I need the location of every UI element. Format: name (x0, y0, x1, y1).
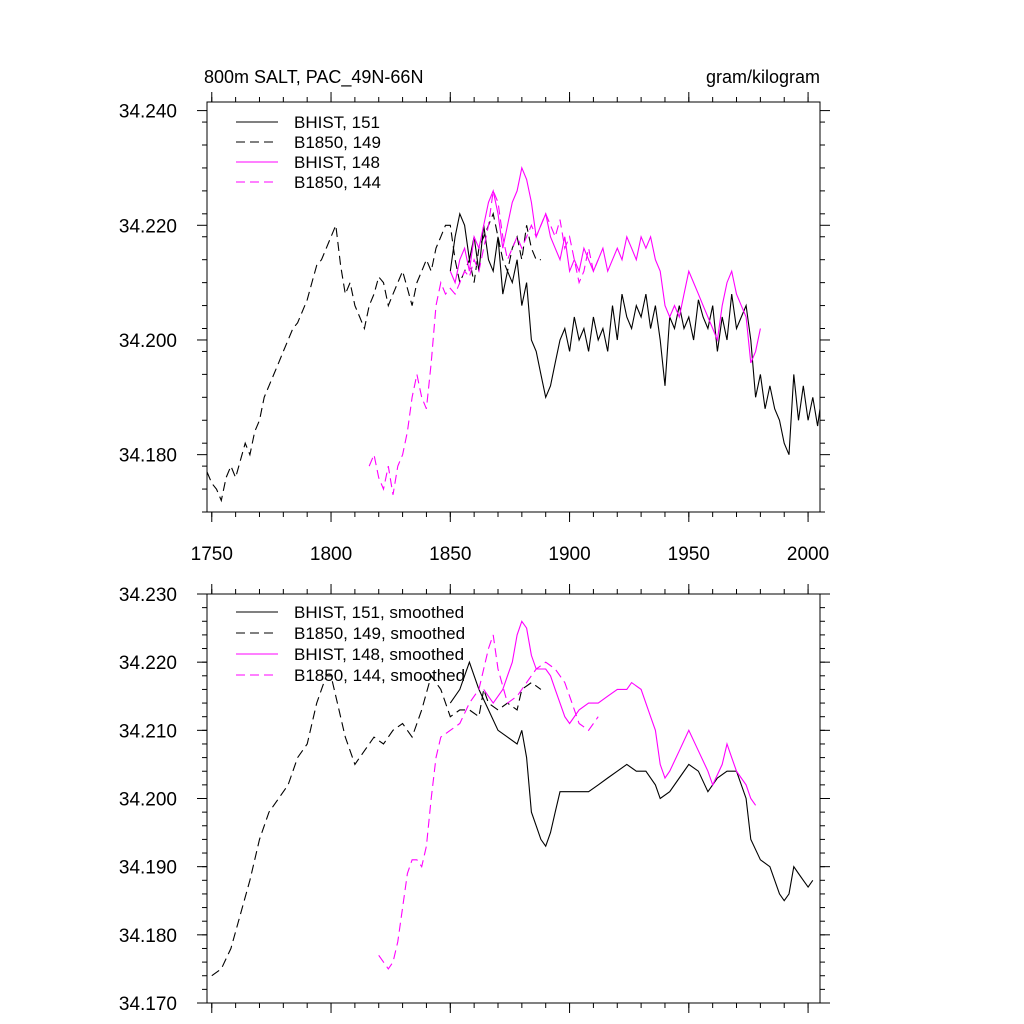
chart-title: 800m SALT, PAC_49N-66N (204, 67, 423, 88)
x-tick-label: 1750 (191, 544, 233, 565)
x-tick-label: 1950 (668, 544, 710, 565)
series-line-1 (449, 660, 814, 902)
series-line-3 (483, 620, 757, 806)
y-tick-label: 34.180 (119, 446, 177, 467)
x-tick-label: 1800 (310, 544, 352, 565)
legend-label: B1850, 144, smoothed (294, 666, 465, 685)
series-group (211, 620, 814, 977)
y-tick-label: 34.240 (119, 102, 177, 123)
series-line-2 (211, 674, 542, 977)
legend-label: BHIST, 148, smoothed (294, 645, 464, 664)
legend-label: B1850, 149 (294, 133, 381, 152)
top-panel: 34.180 34.200 34.220 34.240 1750 1800 1850 1900… (119, 92, 830, 565)
y-tick-label: 34.190 (119, 858, 177, 879)
legend-label: B1850, 144 (294, 173, 381, 192)
series-line-4 (368, 188, 599, 495)
y-tick-label: 34.180 (119, 926, 177, 947)
plot-frame (206, 101, 821, 513)
y-tick-label: 34.230 (119, 585, 177, 606)
y-tick-label: 34.200 (119, 331, 177, 352)
series-line-2 (207, 211, 541, 503)
y-tick-label: 34.220 (119, 216, 177, 237)
series-line-1 (449, 211, 820, 455)
legend-label: BHIST, 148 (294, 153, 380, 172)
x-tick-label: 1850 (429, 544, 471, 565)
x-tick-label: 2000 (787, 544, 829, 565)
y-tick-label: 34.220 (119, 653, 177, 674)
legend-label: B1850, 149, smoothed (294, 624, 465, 643)
y-tick-label: 34.170 (119, 994, 177, 1015)
legend-label: BHIST, 151, smoothed (294, 603, 464, 622)
series-line-3 (449, 166, 761, 364)
y-tick-label: 34.210 (119, 721, 177, 742)
legend-label: BHIST, 151 (294, 113, 380, 132)
x-tick-label: 1900 (548, 544, 590, 565)
y-tick-label: 34.200 (119, 790, 177, 811)
bottom-panel: 34.170 34.180 34.190 34.200 34.210 34.220 34.2… (119, 584, 830, 1015)
series-line-4 (378, 634, 599, 970)
chart-units: gram/kilogram (706, 67, 820, 87)
series-group (207, 166, 820, 503)
